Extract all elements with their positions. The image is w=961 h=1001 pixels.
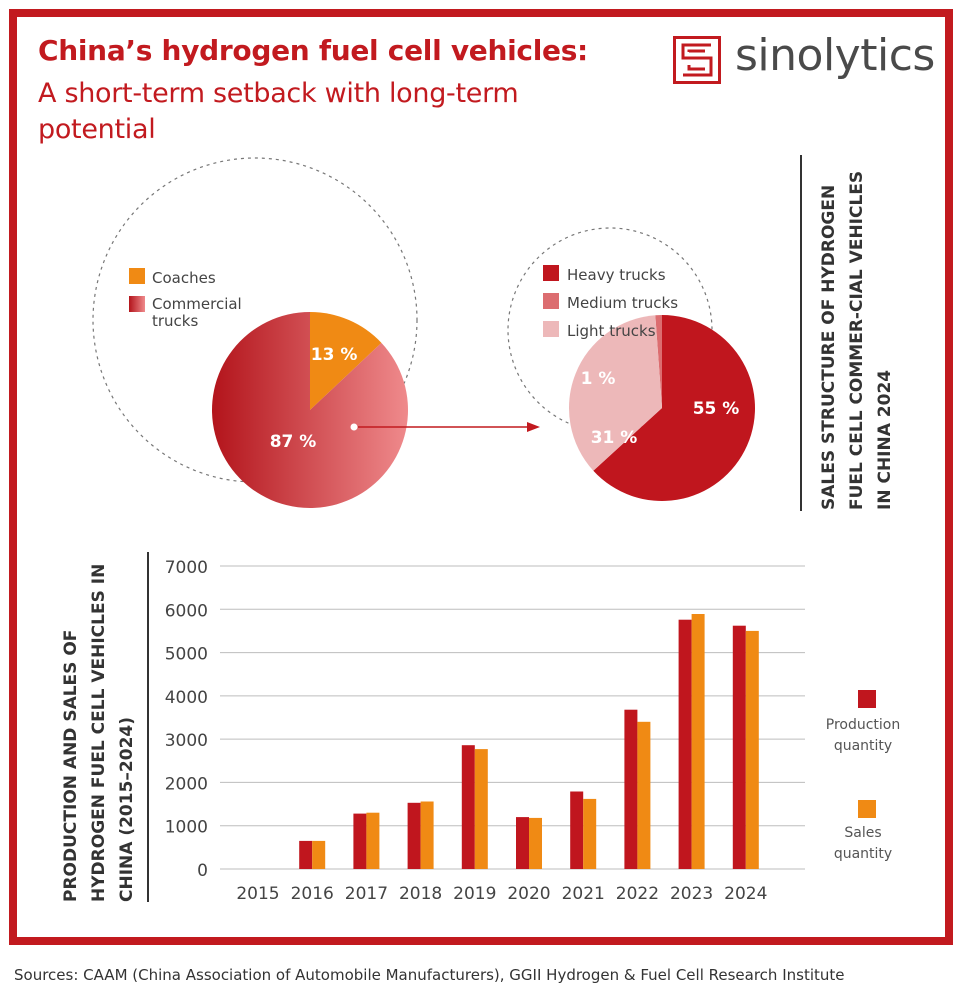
y-tick-label: 5000 <box>165 645 208 665</box>
logo-text: sinolytics <box>735 30 935 81</box>
y-tick-label: 0 <box>197 861 208 881</box>
connector-dot <box>350 423 358 431</box>
legend-swatch-commercial-trucks <box>129 296 145 312</box>
bar-production <box>570 791 584 869</box>
y-tick-label: 1000 <box>165 818 208 838</box>
pie-slice-medium-trucks <box>655 315 662 408</box>
logo-mark-icon <box>673 36 721 84</box>
bar-production <box>353 813 367 869</box>
pie-slice-heavy-trucks <box>593 315 755 501</box>
x-tick-label: 2021 <box>562 884 605 904</box>
x-tick-label: 2024 <box>724 884 767 904</box>
pie-label-coaches: 13 % <box>311 345 358 365</box>
pie-label-light-trucks: 31 % <box>591 428 638 448</box>
bar-production <box>678 619 692 869</box>
y-tick-label: 2000 <box>165 774 208 794</box>
legend-label-sales: Sales quantity <box>834 825 892 862</box>
bar-section-divider <box>147 552 149 902</box>
bar-sales <box>745 630 759 869</box>
x-tick-label: 2023 <box>670 884 713 904</box>
pie-slice-light-trucks <box>568 315 662 471</box>
legend-swatch-production <box>858 690 876 708</box>
legend-swatch-heavy-trucks <box>543 265 559 281</box>
title-subtitle: A short-term setback with long-term pote… <box>38 78 519 145</box>
legend-label-production: Production quantity <box>826 717 900 754</box>
bar-sales <box>420 801 434 869</box>
bar-gridlines <box>220 565 805 870</box>
legend-swatch-light-trucks <box>543 321 559 337</box>
bar-y-tick-labels: 0 1000 2000 3000 4000 5000 6000 7000 <box>165 558 208 881</box>
x-tick-label: 2019 <box>453 884 496 904</box>
title-bold: China’s hydrogen fuel cell vehicles: <box>38 34 588 67</box>
legend-label-commercial-trucks: Commercial trucks <box>152 295 242 330</box>
legend-swatch-sales <box>858 800 876 818</box>
y-tick-label: 7000 <box>165 558 208 578</box>
bar-sales <box>691 614 705 869</box>
pie-slice-commercial-trucks <box>212 312 409 508</box>
pie-chart-vehicle-type: 13 % 87 % Coaches Commercial trucks <box>92 157 540 508</box>
source-note: Sources: CAAM (China Association of Auto… <box>14 966 845 984</box>
bar-x-tick-labels: 2015 2016 2017 2018 2019 2020 2021 2022 2023 2024 <box>236 884 767 904</box>
bar-sales <box>474 749 488 869</box>
bar-production <box>516 817 529 869</box>
legend-swatch-coaches <box>129 268 145 284</box>
x-tick-label: 2020 <box>507 884 550 904</box>
bar-sales <box>529 817 542 869</box>
bar-sales <box>312 840 326 869</box>
bar-sales <box>366 812 380 869</box>
x-tick-label: 2015 <box>236 884 279 904</box>
legend-label-medium-trucks: Medium trucks <box>567 294 678 312</box>
y-tick-label: 3000 <box>165 731 208 751</box>
legend-label-light-trucks: Light trucks <box>567 322 656 340</box>
connector-arrowhead-icon <box>527 422 540 432</box>
bar-sales <box>583 798 597 869</box>
legend-swatch-medium-trucks <box>543 293 559 309</box>
x-tick-label: 2018 <box>399 884 442 904</box>
bar-production <box>624 709 638 869</box>
legend-label-heavy-trucks: Heavy trucks <box>567 266 666 284</box>
pie-slice-coaches <box>310 312 382 410</box>
bar-production <box>407 802 421 869</box>
legend-label-coaches: Coaches <box>152 269 216 287</box>
x-tick-label: 2016 <box>291 884 334 904</box>
bar-production <box>461 745 475 869</box>
pie-label-heavy-trucks: 55 % <box>693 399 740 419</box>
y-tick-label: 6000 <box>165 601 208 621</box>
bar-bars <box>299 614 759 869</box>
pie-chart-truck-type: 55 % 1 % 31 % Heavy trucks Medium trucks… <box>507 227 755 501</box>
pie-section-divider <box>800 155 802 511</box>
pie-label-commercial-trucks: 87 % <box>270 432 317 452</box>
bar-sales <box>637 721 651 869</box>
x-tick-label: 2017 <box>345 884 388 904</box>
bar-production <box>299 840 313 869</box>
pie-label-medium-trucks: 1 % <box>581 369 616 389</box>
y-tick-label: 4000 <box>165 688 208 708</box>
x-tick-label: 2022 <box>616 884 659 904</box>
bar-production <box>732 625 746 869</box>
